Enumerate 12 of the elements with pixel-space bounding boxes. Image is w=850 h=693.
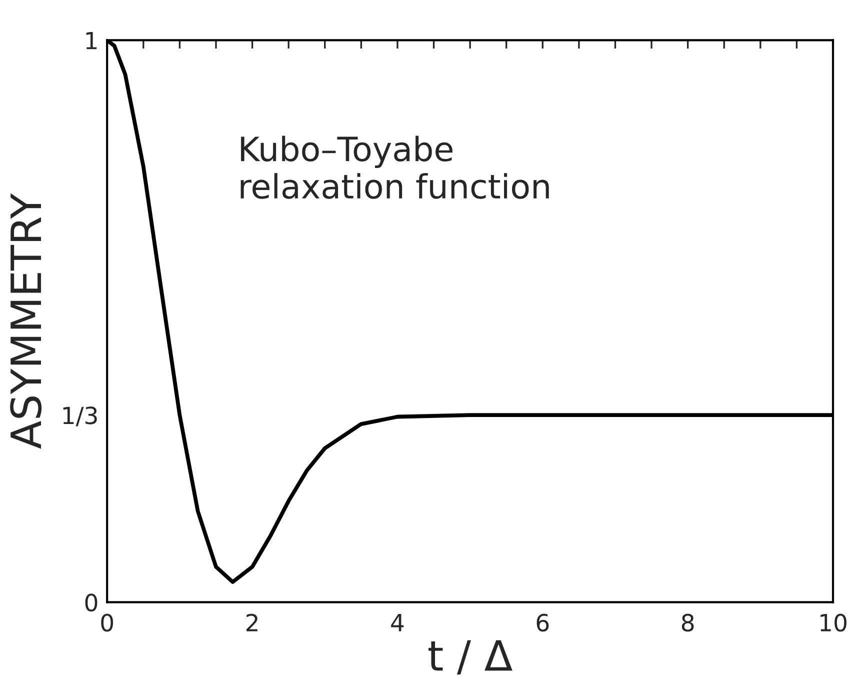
y-axis-title: ASYMMETRY	[10, 193, 42, 449]
x-tick-label: 2	[246, 614, 258, 632]
y-tick-label: 0	[85, 594, 98, 612]
x-tick-label: 0	[101, 614, 114, 632]
x-tick-label: 10	[820, 614, 846, 632]
y-tick-label: 1	[86, 32, 97, 50]
x-tick-label: 6	[536, 614, 549, 632]
x-tick-label: 8	[682, 614, 694, 632]
annotation: Kubo–Toyabe relaxation function	[240, 136, 549, 199]
x-tick-label: 4	[391, 614, 404, 632]
y-tick-label: 1/3	[63, 406, 97, 426]
x-axis-title: t / Δ	[428, 640, 512, 674]
